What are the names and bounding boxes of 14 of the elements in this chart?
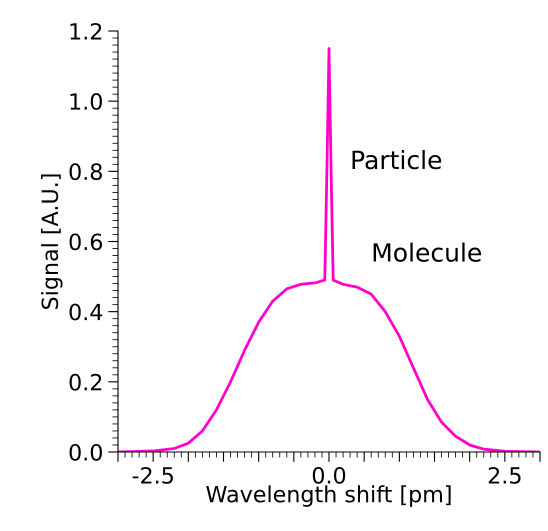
y-tick-label: 0.4 [70, 304, 102, 320]
annotation: Particle [352, 150, 442, 170]
y-tick-label: 1.2 [70, 22, 102, 40]
annotation: Molecule [374, 242, 481, 262]
y-tick-label: 0.8 [70, 163, 102, 180]
x-tick-label: 0.0 [312, 466, 346, 484]
y-tick-label: 0.6 [70, 233, 102, 250]
y-tick-label: 0.2 [70, 374, 102, 391]
x-tick-label: 2.5 [488, 466, 521, 484]
x-tick-label: -2.5 [132, 466, 173, 484]
x-axis-title: Wavelength shift [pm] [206, 485, 451, 507]
y-tick-label: 0.0 [70, 444, 102, 461]
y-tick-label: 1.0 [70, 93, 102, 110]
y-axis-title: Signal [A.U.] [41, 174, 63, 309]
